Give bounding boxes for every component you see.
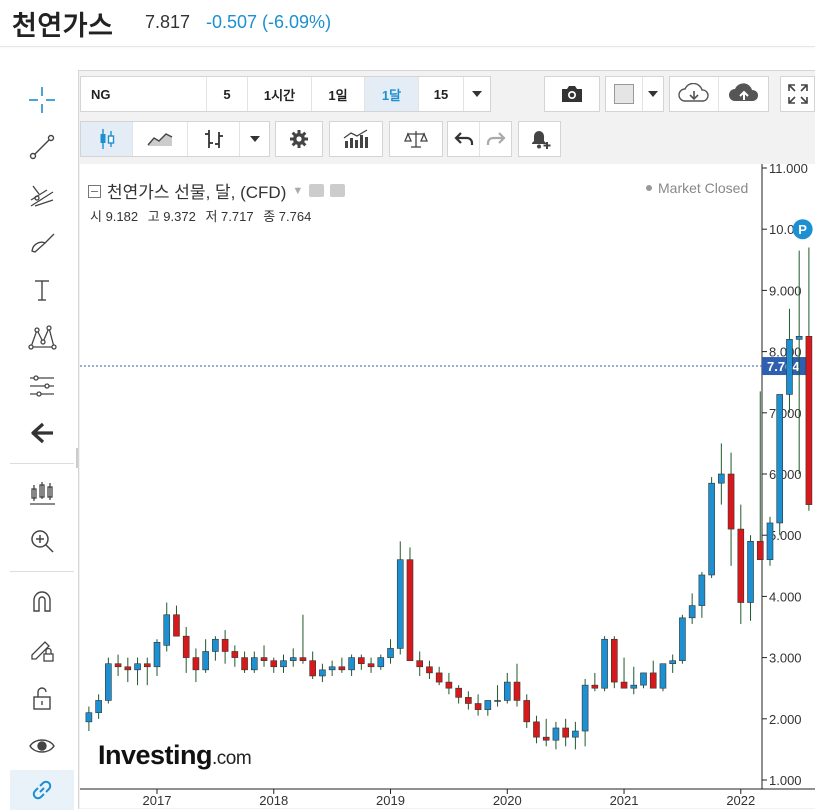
last-price: 7.817 (145, 12, 191, 32)
eye-toggle-icon[interactable] (309, 184, 325, 197)
fullscreen-button[interactable] (781, 77, 814, 111)
symbol-search-input[interactable]: NG (81, 77, 207, 111)
trend-line-icon[interactable] (10, 127, 74, 167)
alert-bell-plus-icon (531, 131, 550, 149)
redo-button[interactable] (480, 122, 511, 156)
link-icon[interactable] (10, 770, 74, 810)
brush-icon[interactable] (10, 222, 74, 262)
visibility-eye-icon[interactable] (10, 726, 74, 766)
interval-dropdown-button[interactable] (464, 77, 490, 111)
interval-15-button[interactable]: 15 (419, 77, 464, 111)
chart-style-dropdown[interactable] (643, 77, 663, 111)
close-value: 종 7.764 (263, 209, 312, 224)
lock-drawing-icon[interactable] (10, 630, 74, 670)
scales-icon (404, 131, 428, 148)
collapse-legend-icon[interactable] (88, 185, 101, 198)
snapshot-button[interactable] (545, 77, 599, 111)
redo-icon (486, 132, 506, 145)
back-arrow-icon[interactable] (10, 413, 74, 453)
quote-header: 천연가스 7.817 -0.507 (-6.09%) (0, 0, 815, 47)
load-chart-button[interactable] (670, 77, 719, 111)
chart-settings-button[interactable] (276, 122, 322, 156)
color-swatch-icon (614, 84, 634, 104)
save-chart-button[interactable] (719, 77, 768, 111)
chevron-down-icon (472, 91, 482, 97)
ohlc-bars-icon (204, 130, 223, 148)
bars-style-button[interactable] (188, 122, 240, 156)
instrument-name: 천연가스 (12, 11, 114, 41)
fullscreen-icon (787, 84, 808, 104)
magnet-icon[interactable] (10, 582, 74, 622)
logo-domain: .com (212, 748, 252, 769)
chevron-down-icon (648, 91, 658, 97)
crosshair-icon[interactable] (10, 80, 74, 120)
candles-icon (100, 129, 114, 149)
toolbar-resize-handle[interactable] (76, 448, 79, 468)
legend-dropdown-icon[interactable]: ▼ (292, 184, 304, 197)
camera-icon (562, 86, 582, 102)
ohlc-values: 시 9.182 고 9.372 저 7.717 종 7.764 (90, 206, 317, 225)
chevron-down-icon (249, 136, 260, 142)
cloud-upload-icon (728, 83, 758, 101)
cloud-download-icon (678, 83, 709, 102)
interval-1m-button[interactable]: 1달 (365, 77, 419, 111)
pitchfork-icon[interactable] (10, 175, 74, 215)
interval-5-button[interactable]: 5 (207, 77, 248, 111)
drawing-toolbar (10, 70, 79, 810)
unlock-icon[interactable] (10, 678, 74, 718)
zoom-in-icon[interactable] (10, 521, 74, 561)
chart-toolbar-second (80, 121, 815, 157)
fib-retracement-icon[interactable] (10, 366, 74, 406)
add-alert-button[interactable] (519, 122, 560, 156)
price-change: -0.507 (-6.09%) (206, 12, 332, 32)
text-tool-icon[interactable] (10, 270, 74, 310)
series-settings-icon[interactable] (330, 184, 346, 197)
chart-style-button[interactable] (606, 77, 643, 111)
area-style-button[interactable] (133, 122, 188, 156)
low-value: 저 7.717 (205, 209, 254, 224)
plot-area[interactable] (80, 164, 815, 808)
chart-legend: 천연가스 선물, 달, (CFD) ▼ (88, 178, 346, 203)
high-value: 고 9.372 (147, 209, 196, 224)
indicators-icon (343, 129, 368, 148)
interval-1h-button[interactable]: 1시간 (248, 77, 312, 111)
market-status: Market Closed (646, 180, 748, 196)
chart-toolbar-top: NG 5 1시간 1일 1달 15 (80, 76, 815, 112)
pattern-icon[interactable] (10, 317, 74, 357)
measure-icon[interactable] (10, 474, 74, 514)
indicators-button[interactable] (330, 122, 382, 156)
logo-name: Investing (98, 740, 213, 770)
chart-type-dropdown[interactable] (240, 122, 269, 156)
investing-logo: Investing.com (98, 740, 252, 771)
compare-button[interactable] (390, 122, 442, 156)
undo-icon (453, 132, 473, 145)
interval-1d-button[interactable]: 1일 (312, 77, 365, 111)
candles-style-button[interactable] (81, 122, 133, 156)
area-chart-icon (147, 133, 173, 146)
legend-title: 천연가스 선물, 달, (CFD) (107, 183, 287, 202)
gear-icon (290, 130, 308, 148)
undo-button[interactable] (448, 122, 480, 156)
open-value: 시 9.182 (90, 209, 139, 224)
